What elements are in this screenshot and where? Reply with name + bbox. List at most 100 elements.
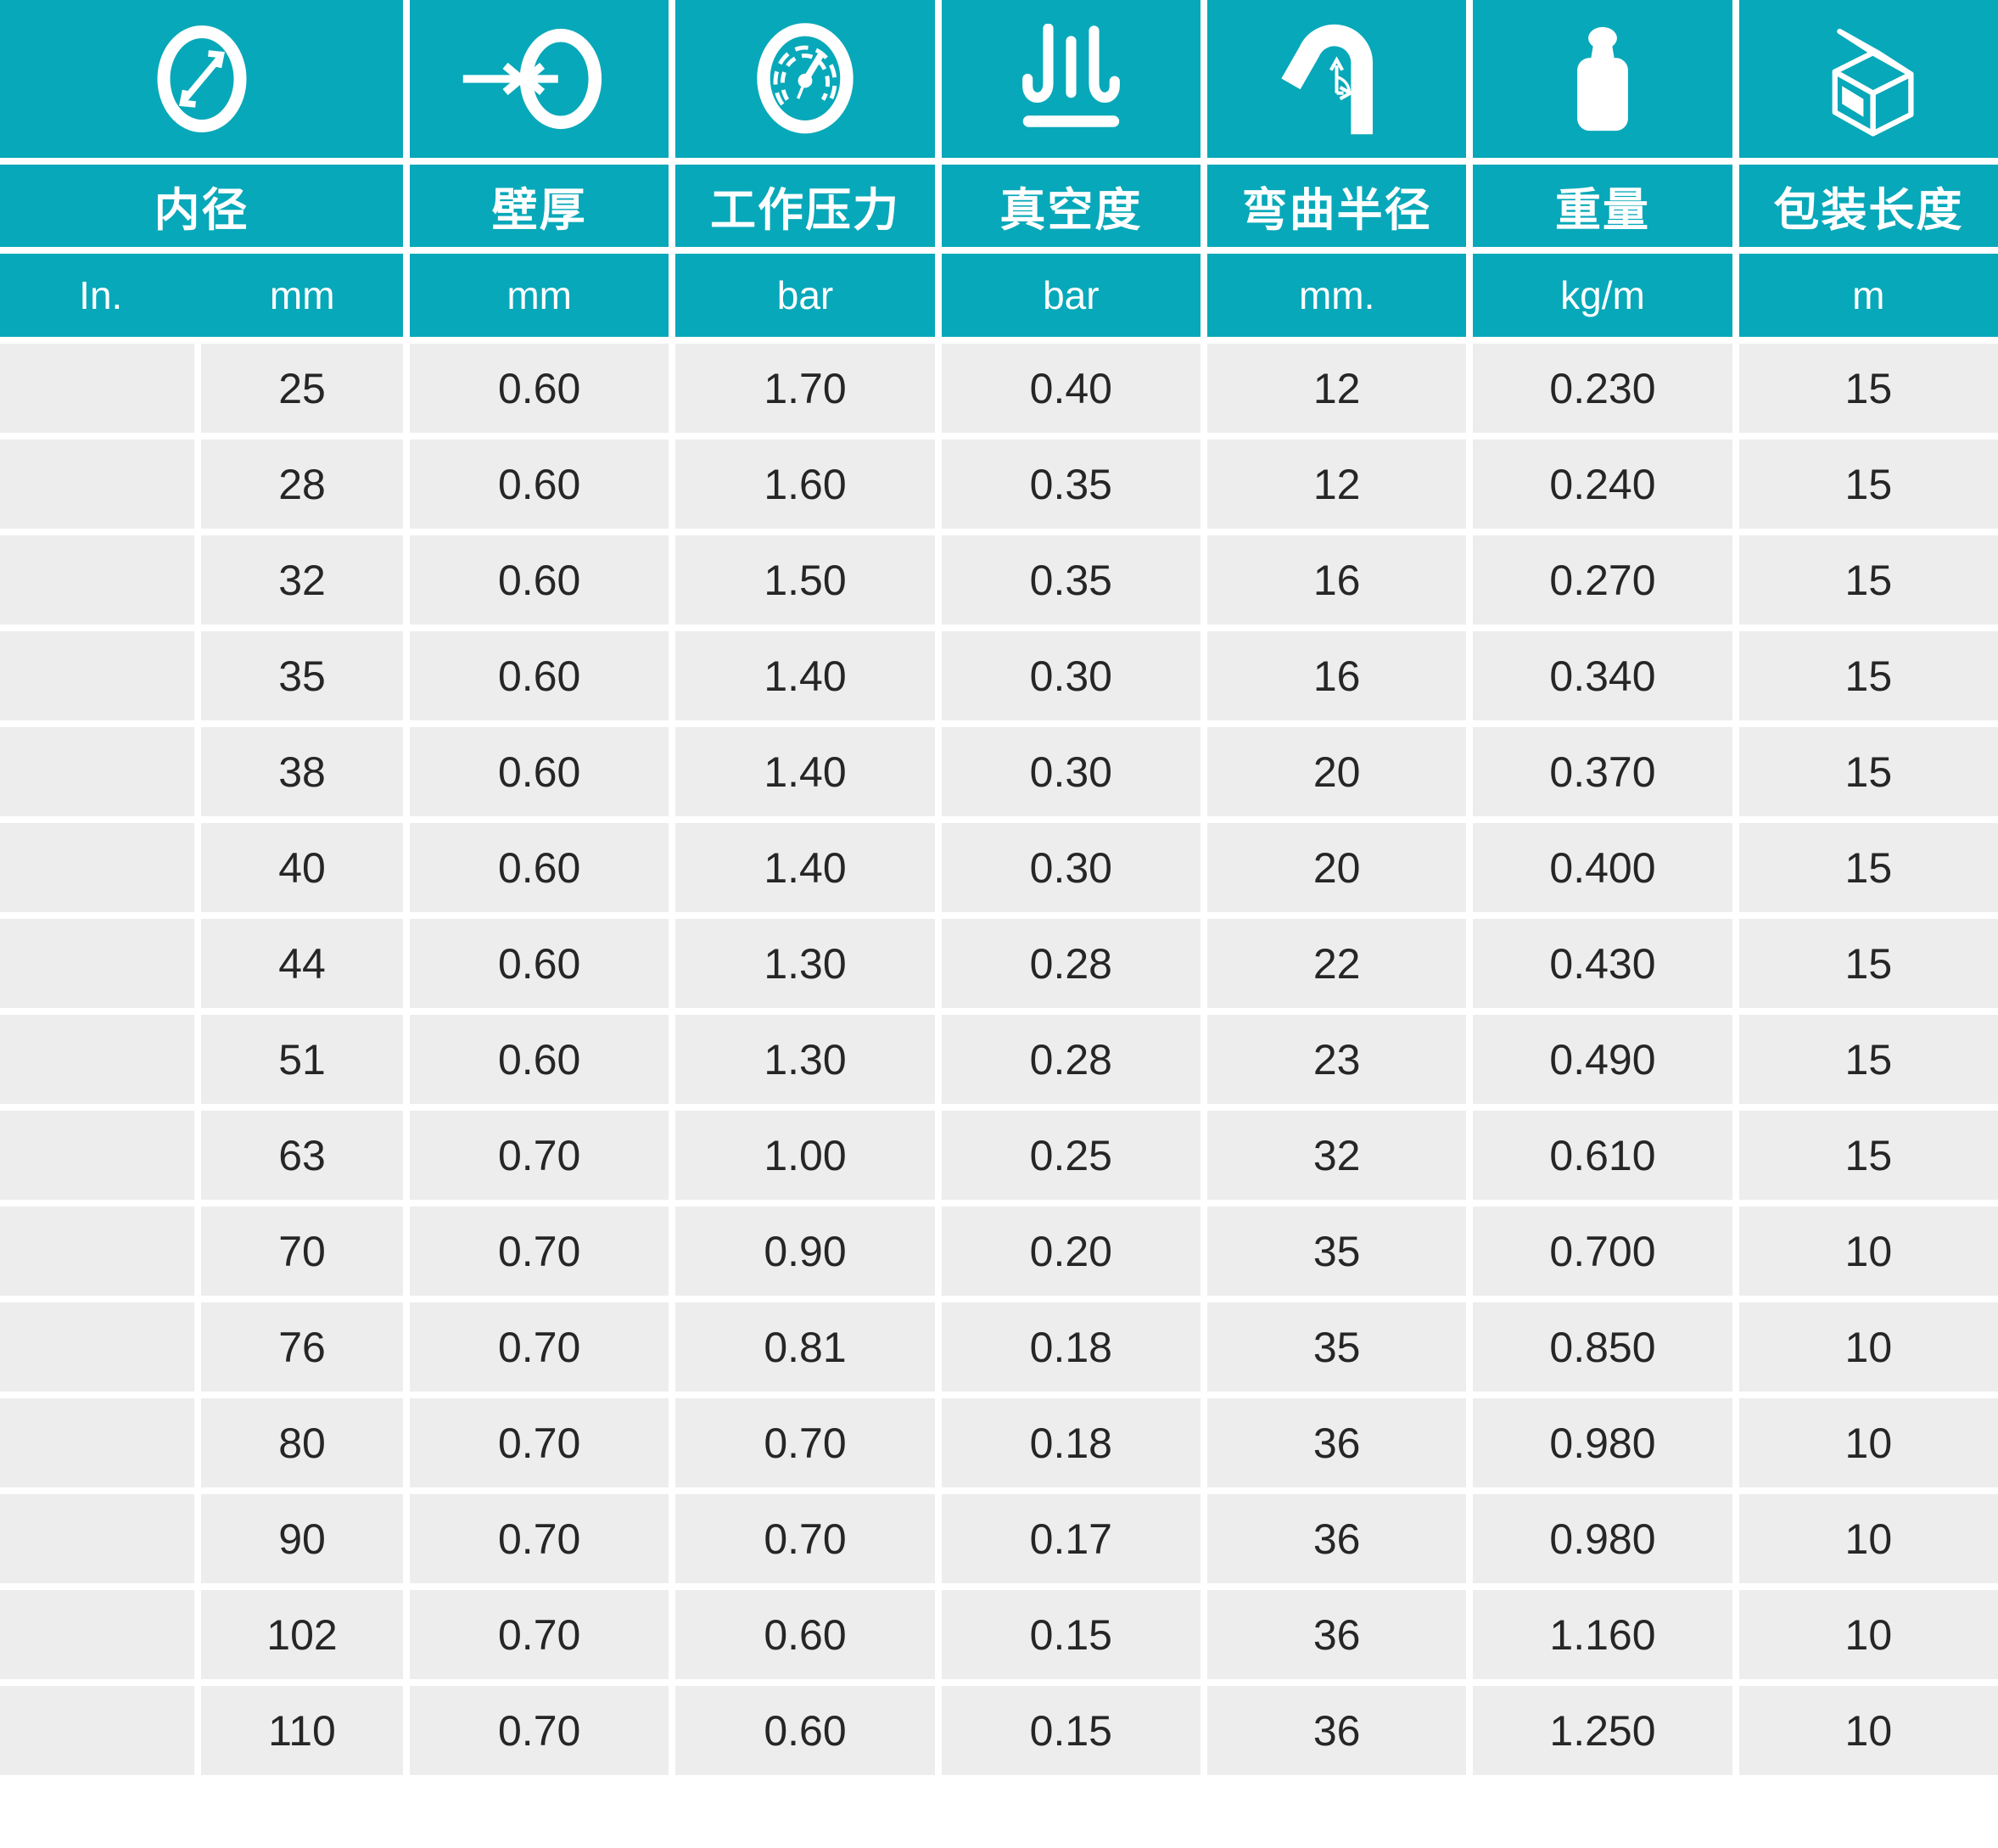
wall-thickness-cell: 0.60: [410, 727, 669, 816]
packing-length-cell: 15: [1738, 1111, 1998, 1200]
packing-length-cell: 15: [1738, 727, 1998, 816]
col-inner-diameter-units: In. mm: [0, 254, 403, 337]
inner-diameter-mm-cell: 80: [201, 1398, 403, 1487]
col-working-pressure-label: 工作压力: [675, 165, 935, 247]
inner-diameter-mm-cell: 90: [201, 1494, 403, 1583]
inner-diameter-in-cell: [0, 1494, 194, 1583]
col-packing-length-unit: m: [1738, 254, 1998, 337]
bend-radius-cell: 32: [1207, 1111, 1467, 1200]
inner-diameter-mm-cell: 102: [201, 1590, 403, 1679]
working-pressure-cell: 0.60: [675, 1686, 935, 1775]
packing-length-cell: 10: [1738, 1494, 1998, 1583]
weight-cell: 0.610: [1473, 1111, 1732, 1200]
wall-thickness-cell: 0.60: [410, 440, 669, 529]
bend-radius-cell: 16: [1207, 631, 1467, 720]
bend-radius-cell: 35: [1207, 1302, 1467, 1392]
bend-radius-cell: 20: [1207, 727, 1467, 816]
inner-diameter-in-cell: [0, 1015, 194, 1104]
working-pressure-cell: 0.70: [675, 1398, 935, 1487]
inner-diameter-in-cell: [0, 1111, 194, 1200]
col-inner-diameter-icon-cell: [0, 0, 403, 158]
col-bend-radius-icon-cell: [1207, 0, 1467, 158]
col-bend-radius-label: 弯曲半径: [1207, 165, 1467, 247]
packing-length-cell: 10: [1738, 1207, 1998, 1296]
weight-cell: 0.370: [1473, 727, 1732, 816]
bend-radius-cell: 20: [1207, 823, 1467, 912]
inner-diameter-mm-cell: 76: [201, 1302, 403, 1392]
vacuum-cell: 0.18: [941, 1302, 1200, 1392]
vacuum-cell: 0.17: [941, 1494, 1200, 1583]
working-pressure-cell: 1.50: [675, 535, 935, 624]
weight-icon: [1577, 26, 1628, 132]
inner-diameter-mm-cell: 51: [201, 1015, 403, 1104]
diameter-icon: [157, 25, 246, 132]
vacuum-icon: [1021, 24, 1120, 127]
inner-diameter-in-cell: [0, 823, 194, 912]
col-wall-thickness-unit: mm: [410, 254, 669, 337]
bend-radius-cell: 16: [1207, 535, 1467, 624]
vacuum-cell: 0.25: [941, 1111, 1200, 1200]
col-wall-thickness-label: 壁厚: [410, 165, 669, 247]
inner-diameter-mm-cell: 32: [201, 535, 403, 624]
wall-thickness-cell: 0.60: [410, 1015, 669, 1104]
working-pressure-cell: 0.70: [675, 1494, 935, 1583]
wall-thickness-cell: 0.70: [410, 1686, 669, 1775]
bend-radius-cell: 36: [1207, 1398, 1467, 1487]
col-weight-unit: kg/m: [1473, 254, 1732, 337]
working-pressure-cell: 1.40: [675, 823, 935, 912]
vacuum-cell: 0.28: [941, 1015, 1200, 1104]
pressure-gauge-icon: [757, 23, 853, 134]
col-vacuum-icon-cell: [941, 0, 1200, 158]
col-working-pressure-icon-cell: [675, 0, 935, 158]
weight-cell: 0.850: [1473, 1302, 1732, 1392]
inner-diameter-in-cell: [0, 919, 194, 1008]
bend-radius-cell: 36: [1207, 1494, 1467, 1583]
wall-thickness-cell: 0.70: [410, 1111, 669, 1200]
unit-mm: mm: [269, 273, 335, 317]
working-pressure-cell: 0.90: [675, 1207, 935, 1296]
vacuum-cell: 0.28: [941, 919, 1200, 1008]
weight-cell: 0.240: [1473, 440, 1732, 529]
weight-cell: 0.230: [1473, 344, 1732, 433]
wall-thickness-cell: 0.70: [410, 1207, 669, 1296]
weight-cell: 0.980: [1473, 1494, 1732, 1583]
bend-radius-icon: [1281, 24, 1374, 134]
inner-diameter-mm-cell: 25: [201, 344, 403, 433]
col-bend-radius-unit: mm.: [1207, 254, 1467, 337]
inner-diameter-in-cell: [0, 440, 194, 529]
wall-thickness-cell: 0.70: [410, 1494, 669, 1583]
wall-thickness-cell: 0.60: [410, 823, 669, 912]
inner-diameter-mm-cell: 35: [201, 631, 403, 720]
working-pressure-cell: 1.60: [675, 440, 935, 529]
working-pressure-cell: 1.30: [675, 919, 935, 1008]
working-pressure-cell: 1.70: [675, 344, 935, 433]
wall-thickness-cell: 0.60: [410, 344, 669, 433]
weight-cell: 1.250: [1473, 1686, 1732, 1775]
inner-diameter-in-cell: [0, 1207, 194, 1296]
col-working-pressure-unit: bar: [675, 254, 935, 337]
weight-cell: 1.160: [1473, 1590, 1732, 1679]
inner-diameter-in-cell: [0, 1302, 194, 1392]
vacuum-cell: 0.20: [941, 1207, 1200, 1296]
packing-length-cell: 15: [1738, 440, 1998, 529]
vacuum-cell: 0.30: [941, 727, 1200, 816]
inner-diameter-mm-cell: 40: [201, 823, 403, 912]
packing-length-cell: 10: [1738, 1686, 1998, 1775]
weight-cell: 0.980: [1473, 1398, 1732, 1487]
bend-radius-cell: 23: [1207, 1015, 1467, 1104]
inner-diameter-mm-cell: 70: [201, 1207, 403, 1296]
wall-thickness-cell: 0.60: [410, 535, 669, 624]
col-vacuum-label: 真空度: [941, 165, 1200, 247]
col-weight-label: 重量: [1473, 165, 1732, 247]
col-packing-length-label: 包装长度: [1738, 165, 1998, 247]
inner-diameter-mm-cell: 28: [201, 440, 403, 529]
working-pressure-cell: 1.40: [675, 727, 935, 816]
bend-radius-cell: 12: [1207, 440, 1467, 529]
vacuum-cell: 0.35: [941, 440, 1200, 529]
bend-radius-cell: 35: [1207, 1207, 1467, 1296]
bend-radius-cell: 36: [1207, 1590, 1467, 1679]
weight-cell: 0.700: [1473, 1207, 1732, 1296]
inner-diameter-in-cell: [0, 727, 194, 816]
working-pressure-cell: 1.40: [675, 631, 935, 720]
packing-length-cell: 15: [1738, 535, 1998, 624]
